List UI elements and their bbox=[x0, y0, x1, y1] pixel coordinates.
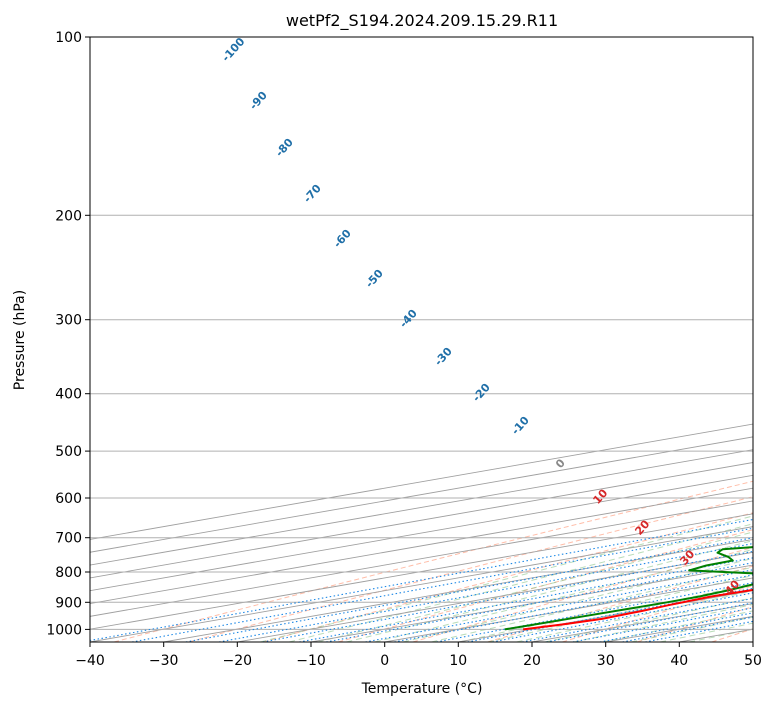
dry-adiabat-label: -80 bbox=[273, 136, 296, 160]
moist-adiabat-line bbox=[288, 523, 753, 642]
dry-adiabat-line bbox=[113, 480, 753, 642]
y-tick-label: 400 bbox=[55, 387, 82, 403]
isotherm-line bbox=[90, 500, 753, 617]
x-tick-label: 0 bbox=[380, 653, 389, 669]
mixing-ratio-line bbox=[622, 616, 753, 642]
dry-adiabats bbox=[113, 480, 753, 642]
mixing-ratio-line bbox=[90, 518, 753, 642]
isobar-gridlines bbox=[90, 37, 753, 630]
mixing-ratio-line bbox=[218, 543, 753, 642]
moist-adiabat-line bbox=[402, 557, 753, 642]
isotherm-line bbox=[310, 564, 753, 642]
dry-adiabat-line bbox=[636, 606, 753, 642]
isotherm-line bbox=[90, 487, 753, 604]
isotherm-line bbox=[679, 628, 753, 642]
mixing-ratio-line bbox=[185, 537, 753, 642]
mixing-ratio-lines bbox=[90, 518, 753, 642]
dry-adiabat-label: -30 bbox=[432, 345, 455, 369]
moist-adiabat-line bbox=[431, 566, 753, 642]
moist-adiabat-line bbox=[459, 574, 753, 642]
isotherm-line bbox=[458, 590, 753, 642]
isotherm-line bbox=[90, 526, 753, 642]
x-tick-label: 20 bbox=[523, 653, 541, 669]
mixing-ratio-line bbox=[365, 569, 753, 642]
y-tick-label: 1000 bbox=[46, 622, 82, 638]
dry-adiabat-label: -70 bbox=[301, 182, 324, 206]
y-axis-title: Pressure (hPa) bbox=[12, 290, 28, 390]
x-tick-label: −20 bbox=[223, 653, 253, 669]
dry-adiabat-label: -10 bbox=[509, 414, 532, 438]
x-tick-label: 10 bbox=[449, 653, 467, 669]
dry-adiabat-line bbox=[412, 546, 753, 642]
isotherm-line bbox=[752, 641, 753, 642]
dry-adiabat-label: -60 bbox=[331, 227, 354, 251]
dry-adiabat-line bbox=[188, 496, 753, 642]
dry-adiabat-line bbox=[487, 565, 753, 642]
isotherms bbox=[90, 423, 753, 642]
x-tick-label: 50 bbox=[744, 653, 762, 669]
moist-adiabat-label: 10 bbox=[590, 486, 610, 506]
y-tick-label: 300 bbox=[55, 313, 82, 329]
isotherm-line bbox=[90, 513, 753, 630]
x-tick-label: −30 bbox=[149, 653, 179, 669]
moist-adiabats bbox=[260, 515, 753, 642]
isotherm-line bbox=[90, 436, 753, 553]
moist-adiabat-line bbox=[689, 628, 753, 642]
y-tick-label: 800 bbox=[55, 565, 82, 581]
x-tick-label: −10 bbox=[296, 653, 326, 669]
isotherm-line bbox=[384, 577, 753, 642]
x-tick-label: 30 bbox=[597, 653, 615, 669]
mixing-ratio-line bbox=[262, 550, 753, 642]
moist-adiabat-label: 0 bbox=[553, 456, 568, 471]
dry-adiabat-label: -20 bbox=[470, 381, 493, 405]
y-tick-label: 500 bbox=[55, 444, 82, 460]
moist-adiabat-line bbox=[516, 590, 753, 642]
y-tick-label: 700 bbox=[55, 531, 82, 547]
moist-adiabat-line bbox=[487, 582, 753, 642]
y-tick-label: 900 bbox=[55, 595, 82, 611]
dry-adiabat-label: -40 bbox=[397, 307, 420, 331]
mixing-ratio-line bbox=[325, 562, 753, 642]
y-tick-label: 100 bbox=[55, 30, 82, 46]
moist-adiabat-line bbox=[260, 515, 753, 642]
moist-adiabat-line bbox=[374, 548, 753, 642]
dry-adiabat-label: -50 bbox=[363, 267, 386, 291]
dry-adiabat-label: -90 bbox=[247, 89, 270, 113]
isotherm-line bbox=[90, 423, 753, 540]
x-tick-label: 40 bbox=[670, 653, 688, 669]
x-tick-label: −40 bbox=[75, 653, 105, 669]
mixing-ratio-line bbox=[394, 574, 753, 642]
plot-frame bbox=[89, 36, 754, 643]
dry-adiabat-line bbox=[263, 512, 753, 642]
isotherm-line bbox=[90, 449, 753, 566]
series-layer bbox=[504, 546, 753, 631]
dry-adiabat-line bbox=[562, 585, 753, 642]
isotherm-line bbox=[163, 538, 753, 642]
isotherm-line bbox=[90, 474, 753, 592]
dewpoint-profile-line bbox=[504, 546, 753, 631]
chart-title: wetPf2_S194.2024.209.15.29.R11 bbox=[286, 11, 558, 31]
y-tick-label: 600 bbox=[55, 491, 82, 507]
isotherm-line bbox=[90, 462, 753, 579]
y-tick-label: 200 bbox=[55, 208, 82, 224]
dry-adiabat-label: -100 bbox=[219, 35, 247, 64]
plot-area bbox=[90, 37, 753, 642]
y-axis-ticks: 100 200 300 400 500 600 700 800 900 1000 bbox=[46, 30, 90, 638]
moist-adiabat-line bbox=[317, 531, 753, 642]
mixing-ratio-line bbox=[299, 557, 753, 642]
x-axis-title: Temperature (°C) bbox=[361, 681, 483, 697]
x-axis-ticks: −40 −30 −20 −10 0 10 20 30 40 50 bbox=[75, 642, 762, 669]
